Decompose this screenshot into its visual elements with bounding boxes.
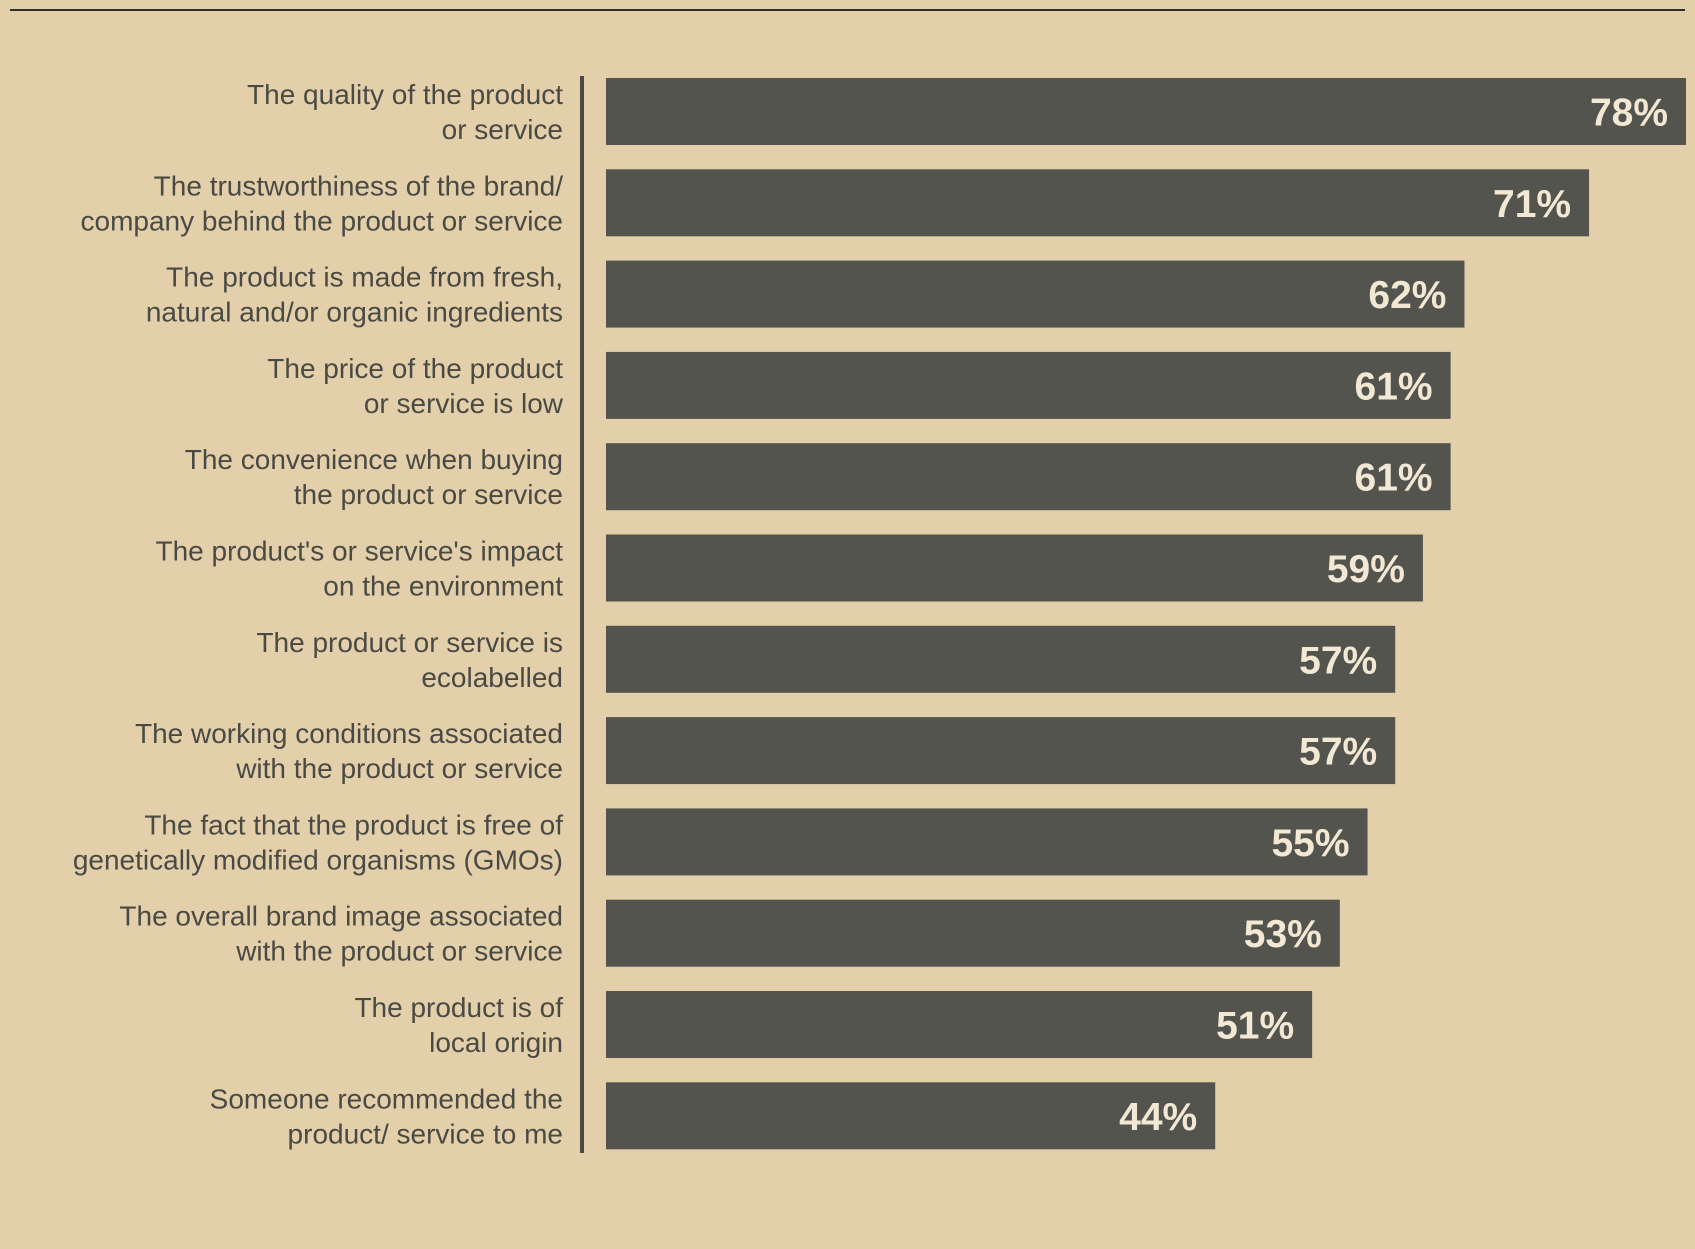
category-label-line: The trustworthiness of the brand/ — [154, 170, 564, 201]
bar-value-label-2: 62% — [1368, 274, 1446, 317]
bar-7 — [606, 717, 1396, 785]
category-label-4: The convenience when buying the product o… — [185, 444, 563, 510]
category-label-line: or service is low — [364, 388, 564, 419]
category-label-line: with the product or service — [235, 753, 563, 784]
bars-group — [606, 78, 1686, 1150]
bar-value-label-7: 57% — [1299, 731, 1377, 774]
bar-4 — [606, 443, 1451, 511]
category-label-line: ecolabelled — [421, 662, 563, 693]
bar-10 — [606, 991, 1313, 1058]
category-label-line: The quality of the product — [247, 79, 563, 110]
bar-6 — [606, 625, 1396, 693]
bar-2 — [606, 260, 1465, 328]
category-label-11: Someone recommended the product/ service … — [210, 1083, 563, 1149]
category-labels-group: The quality of the product or serviceThe … — [73, 79, 564, 1149]
bar-8 — [606, 808, 1368, 876]
category-label-9: The overall brand image associated with t… — [119, 901, 563, 967]
bar-9 — [606, 899, 1340, 967]
category-label-0: The quality of the product or service — [247, 79, 563, 145]
category-label-line: The convenience when buying — [185, 444, 563, 475]
bar-value-label-3: 61% — [1355, 365, 1433, 408]
category-label-line: local origin — [429, 1027, 563, 1058]
category-label-line: The overall brand image associated — [119, 901, 563, 932]
category-label-line: product/ service to me — [288, 1118, 563, 1149]
category-label-8: The fact that the product is free of gene… — [73, 809, 563, 875]
category-label-5: The product's or service's impact on the … — [155, 536, 563, 602]
bar-value-label-1: 71% — [1493, 183, 1571, 226]
bar-value-label-8: 55% — [1271, 822, 1349, 865]
category-label-line: The product or service is — [256, 627, 563, 658]
bar-value-label-10: 51% — [1216, 1005, 1294, 1048]
category-label-line: with the product or service — [235, 936, 563, 967]
category-label-7: The working conditions associated with th… — [135, 718, 563, 784]
category-label-line: The product's or service's impact — [155, 536, 563, 567]
category-label-line: Someone recommended the — [210, 1083, 563, 1114]
value-labels-group: 78% 71% 62% 61% 61% 59% 57% 57% 55% 53% 51% 44% — [1119, 92, 1668, 1139]
category-label-line: The fact that the product is free of — [144, 809, 563, 840]
category-label-1: The trustworthiness of the brand/company… — [81, 170, 564, 236]
category-label-line: The product is of — [354, 992, 563, 1023]
bar-value-label-11: 44% — [1119, 1096, 1197, 1139]
bar-value-label-9: 53% — [1244, 913, 1322, 956]
category-label-2: The product is made from fresh, natural a… — [146, 262, 563, 328]
category-label-3: The price of the product or service is lo… — [267, 353, 564, 419]
category-label-10: The product is of local origin — [354, 992, 563, 1058]
category-label-line: the product or service — [294, 479, 563, 510]
bar-3 — [606, 351, 1451, 419]
bar-value-label-0: 78% — [1590, 92, 1668, 135]
category-label-line: The product is made from fresh, — [166, 262, 563, 293]
category-label-line: company behind the product or service — [81, 205, 564, 236]
category-label-line: natural and/or organic ingredients — [146, 297, 563, 328]
bar-value-label-5: 59% — [1327, 548, 1405, 591]
category-label-line: genetically modified organisms (GMOs) — [73, 844, 563, 875]
bar-value-label-6: 57% — [1299, 639, 1377, 682]
bar-5 — [606, 534, 1423, 602]
bar-0 — [606, 78, 1686, 145]
category-label-line: on the environment — [323, 571, 563, 602]
category-label-line: The price of the product — [267, 353, 563, 384]
category-label-line: The working conditions associated — [135, 718, 563, 749]
bar-11 — [606, 1082, 1216, 1150]
category-label-6: The product or service is ecolabelled — [256, 627, 563, 693]
bar-value-label-4: 61% — [1355, 457, 1433, 500]
category-label-line: or service — [442, 114, 563, 145]
bar-1 — [606, 169, 1590, 237]
